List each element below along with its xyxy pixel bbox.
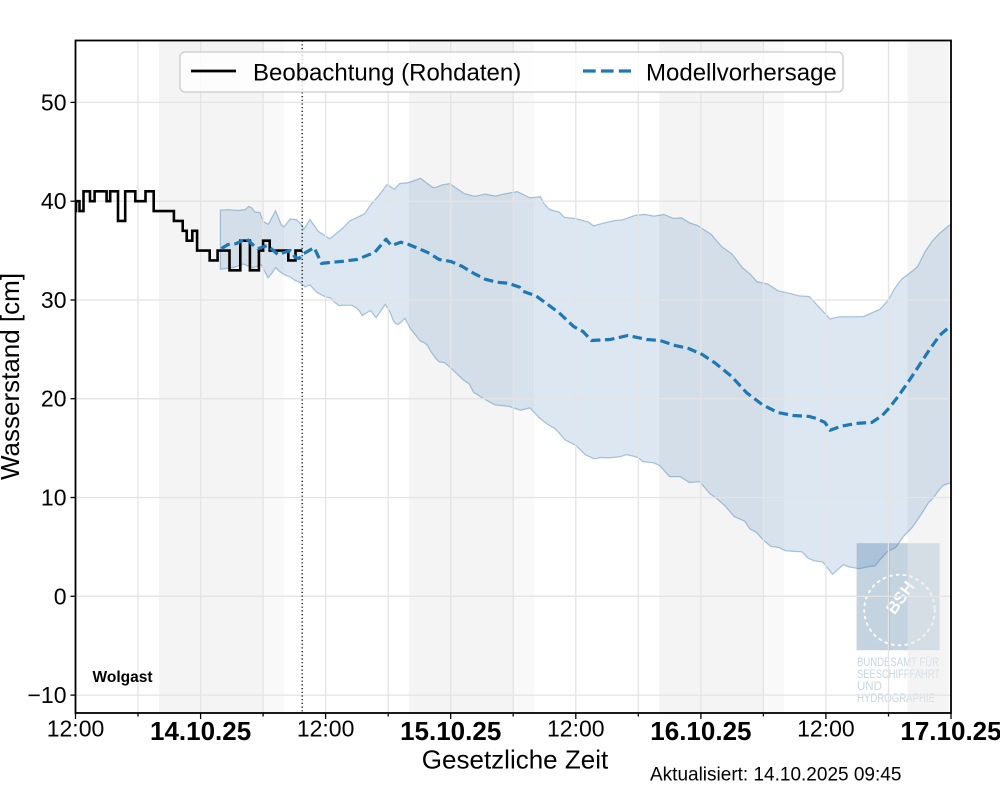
svg-text:50: 50 <box>41 89 67 115</box>
svg-text:15.10.25: 15.10.25 <box>400 716 501 746</box>
svg-text:12:00: 12:00 <box>297 716 355 742</box>
svg-text:Wasserstand [cm]: Wasserstand [cm] <box>0 273 25 480</box>
svg-text:Gesetzliche Zeit: Gesetzliche Zeit <box>422 745 609 775</box>
svg-text:20: 20 <box>41 386 67 412</box>
svg-text:17.10.25: 17.10.25 <box>900 716 1000 746</box>
svg-text:14.10.25: 14.10.25 <box>150 716 251 746</box>
svg-text:UND: UND <box>857 681 882 693</box>
svg-text:12:00: 12:00 <box>547 716 605 742</box>
svg-text:16.10.25: 16.10.25 <box>650 716 751 746</box>
svg-text:12:00: 12:00 <box>797 716 855 742</box>
svg-text:Wolgast: Wolgast <box>93 669 153 686</box>
svg-text:Beobachtung (Rohdaten): Beobachtung (Rohdaten) <box>253 60 521 87</box>
svg-text:40: 40 <box>41 188 67 214</box>
svg-text:12:00: 12:00 <box>47 716 105 742</box>
svg-text:30: 30 <box>41 287 67 313</box>
svg-text:0: 0 <box>54 583 67 609</box>
svg-text:−10: −10 <box>27 682 66 708</box>
svg-text:Aktualisiert: 14.10.2025 09:45: Aktualisiert: 14.10.2025 09:45 <box>650 765 901 786</box>
svg-text:Modellvorhersage: Modellvorhersage <box>646 60 837 87</box>
svg-text:10: 10 <box>41 485 67 511</box>
